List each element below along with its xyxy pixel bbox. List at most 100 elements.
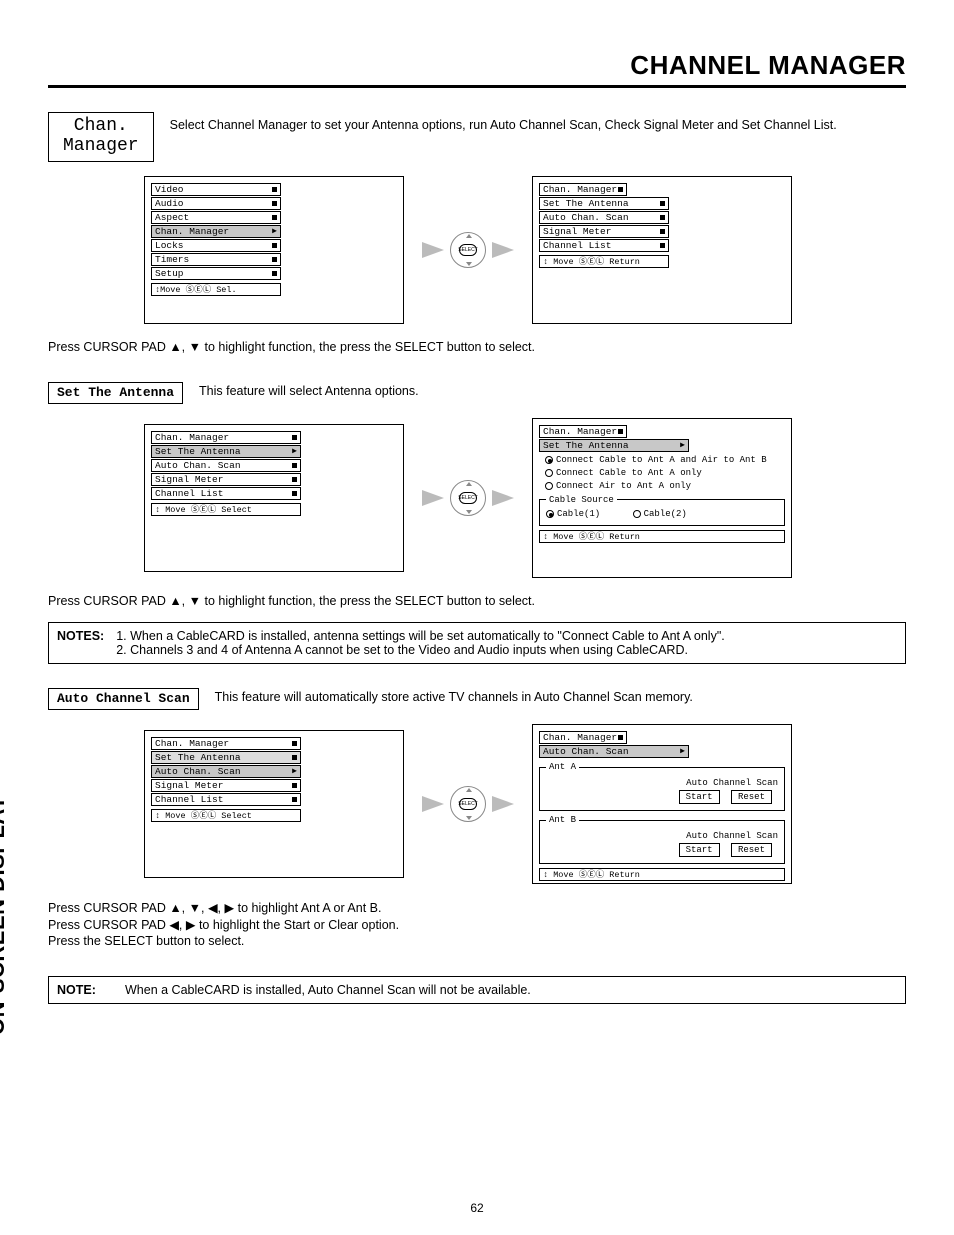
- menu-item-label: Setup: [155, 268, 184, 279]
- submenu-set-antenna[interactable]: Set The Antenna▶: [151, 445, 301, 458]
- ant-a-legend: Ant A: [546, 762, 579, 772]
- select-button-label: SELECT: [459, 798, 477, 810]
- submenu-signal-meter[interactable]: Signal Meter: [539, 225, 669, 238]
- menu-item-aspect[interactable]: Aspect: [151, 211, 281, 224]
- set-antenna-intro: This feature will select Antenna options…: [199, 382, 906, 398]
- set-antenna-header-row: Set The Antenna This feature will select…: [48, 382, 906, 404]
- menu-item-label: Channel List: [543, 240, 611, 251]
- submenu-auto-scan[interactable]: Auto Chan. Scan ▶: [151, 765, 301, 778]
- chevron-right-icon: ▶: [680, 746, 685, 757]
- submenu-header-label: Chan. Manager: [543, 426, 617, 437]
- submenu-header-label: Chan. Manager: [155, 432, 229, 443]
- menu-item-label: Signal Meter: [543, 226, 611, 237]
- submenu-channel-list[interactable]: Channel List: [151, 487, 301, 500]
- menu-item-label: Aspect: [155, 212, 189, 223]
- notes-box-2: NOTE: When a CableCARD is installed, Aut…: [48, 976, 906, 1004]
- page-number: 62: [0, 1201, 954, 1215]
- select-button-icon: SELECT: [450, 232, 486, 268]
- arrow-right-icon: [492, 242, 514, 258]
- menu-item-label: Set The Antenna: [155, 752, 241, 763]
- option-label: Cable(1): [557, 509, 600, 519]
- submenu-header: Chan. Manager: [539, 425, 627, 438]
- reset-button[interactable]: Reset: [731, 843, 772, 857]
- sidebar-label: ON-SCREEN DISPLAY: [0, 795, 10, 1035]
- select-arrow-group: SELECT: [422, 786, 514, 822]
- antenna-option-2[interactable]: Connect Cable to Ant A only: [545, 468, 785, 478]
- menu-item-label: Locks: [155, 240, 184, 251]
- set-antenna-selected[interactable]: Set The Antenna▶: [539, 439, 689, 452]
- menu-item-label: Set The Antenna: [543, 440, 629, 451]
- menu-item-label: Auto Chan. Scan: [155, 460, 241, 471]
- cable-source-group: Cable Source Cable(1) Cable(2): [539, 495, 785, 526]
- submenu-header-label: Chan. Manager: [543, 184, 617, 195]
- radio-empty-icon: [633, 510, 641, 518]
- submenu-header-label: Chan. Manager: [543, 732, 617, 743]
- submenu-channel-list[interactable]: Channel List: [151, 793, 301, 806]
- notes-label: NOTES:: [57, 629, 104, 657]
- chevron-right-icon: ▶: [272, 226, 277, 237]
- menu-item-label: Auto Chan. Scan: [155, 766, 241, 777]
- submenu-set-antenna[interactable]: Set The Antenna: [151, 751, 301, 764]
- page-title: CHANNEL MANAGER: [48, 50, 906, 88]
- chan-manager-submenu: Chan. Manager Set The Antenna Auto Chan.…: [539, 183, 669, 268]
- menu-item-setup[interactable]: Setup: [151, 267, 281, 280]
- radio-empty-icon: [545, 482, 553, 490]
- notes-box-1: NOTES: 1. When a CableCARD is installed,…: [48, 622, 906, 664]
- antenna-option-3[interactable]: Connect Air to Ant A only: [545, 481, 785, 491]
- menu-item-timers[interactable]: Timers: [151, 253, 281, 266]
- ant-a-group: Ant A Auto Channel Scan Start Reset: [539, 762, 785, 811]
- cable-1-option[interactable]: Cable(1): [546, 509, 600, 519]
- reset-button[interactable]: Reset: [731, 790, 772, 804]
- submenu-set-antenna[interactable]: Set The Antenna: [539, 197, 669, 210]
- chevron-right-icon: ▶: [292, 766, 297, 777]
- auto-scan-menu: Chan. Manager Set The Antenna Auto Chan.…: [151, 737, 301, 822]
- start-button[interactable]: Start: [679, 843, 720, 857]
- submenu-signal-meter[interactable]: Signal Meter: [151, 779, 301, 792]
- submenu-header: Chan. Manager: [539, 183, 627, 196]
- select-button-label: SELECT: [459, 244, 477, 256]
- menu-item-locks[interactable]: Locks: [151, 239, 281, 252]
- auto-scan-header-row: Auto Channel Scan This feature will auto…: [48, 688, 906, 710]
- auto-scan-selected[interactable]: Auto Chan. Scan ▶: [539, 745, 689, 758]
- cable-source-legend: Cable Source: [546, 495, 617, 505]
- arrow-right-icon: [422, 796, 444, 812]
- ant-b-legend: Ant B: [546, 815, 579, 825]
- submenu-signal-meter[interactable]: Signal Meter: [151, 473, 301, 486]
- cable-2-option[interactable]: Cable(2): [633, 509, 687, 519]
- menu-item-chan-manager[interactable]: Chan. Manager▶: [151, 225, 281, 238]
- submenu-auto-scan[interactable]: Auto Chan. Scan: [539, 211, 669, 224]
- note-label: NOTE:: [57, 983, 113, 997]
- auto-scan-options-panel: Chan. Manager Auto Chan. Scan ▶ Ant A Aut…: [532, 724, 792, 884]
- instruction-1: Press CURSOR PAD ▲, ▼ to highlight funct…: [48, 340, 906, 354]
- option-label: Connect Cable to Ant A and Air to Ant B: [556, 455, 767, 465]
- menu-item-label: Video: [155, 184, 184, 195]
- menu-item-label: Set The Antenna: [543, 198, 629, 209]
- menu-item-label: Set The Antenna: [155, 446, 241, 457]
- auto-scan-intro: This feature will automatically store ac…: [215, 688, 906, 704]
- select-button-label: SELECT: [459, 492, 477, 504]
- submenu-auto-scan[interactable]: Auto Chan. Scan: [151, 459, 301, 472]
- menu-item-label: Timers: [155, 254, 189, 265]
- instruction-2: Press CURSOR PAD ▲, ▼ to highlight funct…: [48, 594, 906, 608]
- set-antenna-panels: Chan. Manager Set The Antenna▶ Auto Chan…: [144, 418, 906, 578]
- chan-manager-submenu-panel: Chan. Manager Set The Antenna Auto Chan.…: [532, 176, 792, 324]
- option-label: Connect Cable to Ant A only: [556, 468, 702, 478]
- menu-item-label: Auto Chan. Scan: [543, 212, 629, 223]
- auto-scan-label: Auto Channel Scan: [48, 688, 199, 710]
- submenu-hint: ↕ Move ⓈⒺⓁ Return: [539, 255, 669, 268]
- menu-hint: ↕Move ⓈⒺⓁ Sel.: [151, 283, 281, 296]
- antenna-option-1[interactable]: Connect Cable to Ant A and Air to Ant B: [545, 455, 785, 465]
- note-body: When a CableCARD is installed, Auto Chan…: [125, 983, 531, 997]
- submenu-header-label: Chan. Manager: [155, 738, 229, 749]
- start-button[interactable]: Start: [679, 790, 720, 804]
- main-menu-panel: Video Audio Aspect Chan. Manager▶ Locks …: [144, 176, 404, 324]
- menu-item-video[interactable]: Video: [151, 183, 281, 196]
- antenna-hint: ↕ Move ⓈⒺⓁ Return: [539, 530, 785, 543]
- submenu-channel-list[interactable]: Channel List: [539, 239, 669, 252]
- option-label: Cable(2): [644, 509, 687, 519]
- menu-item-label: Auto Chan. Scan: [543, 746, 629, 757]
- radio-filled-icon: [545, 456, 553, 464]
- arrow-right-icon: [492, 796, 514, 812]
- chan-manager-intro: Select Channel Manager to set your Anten…: [170, 112, 906, 132]
- menu-item-audio[interactable]: Audio: [151, 197, 281, 210]
